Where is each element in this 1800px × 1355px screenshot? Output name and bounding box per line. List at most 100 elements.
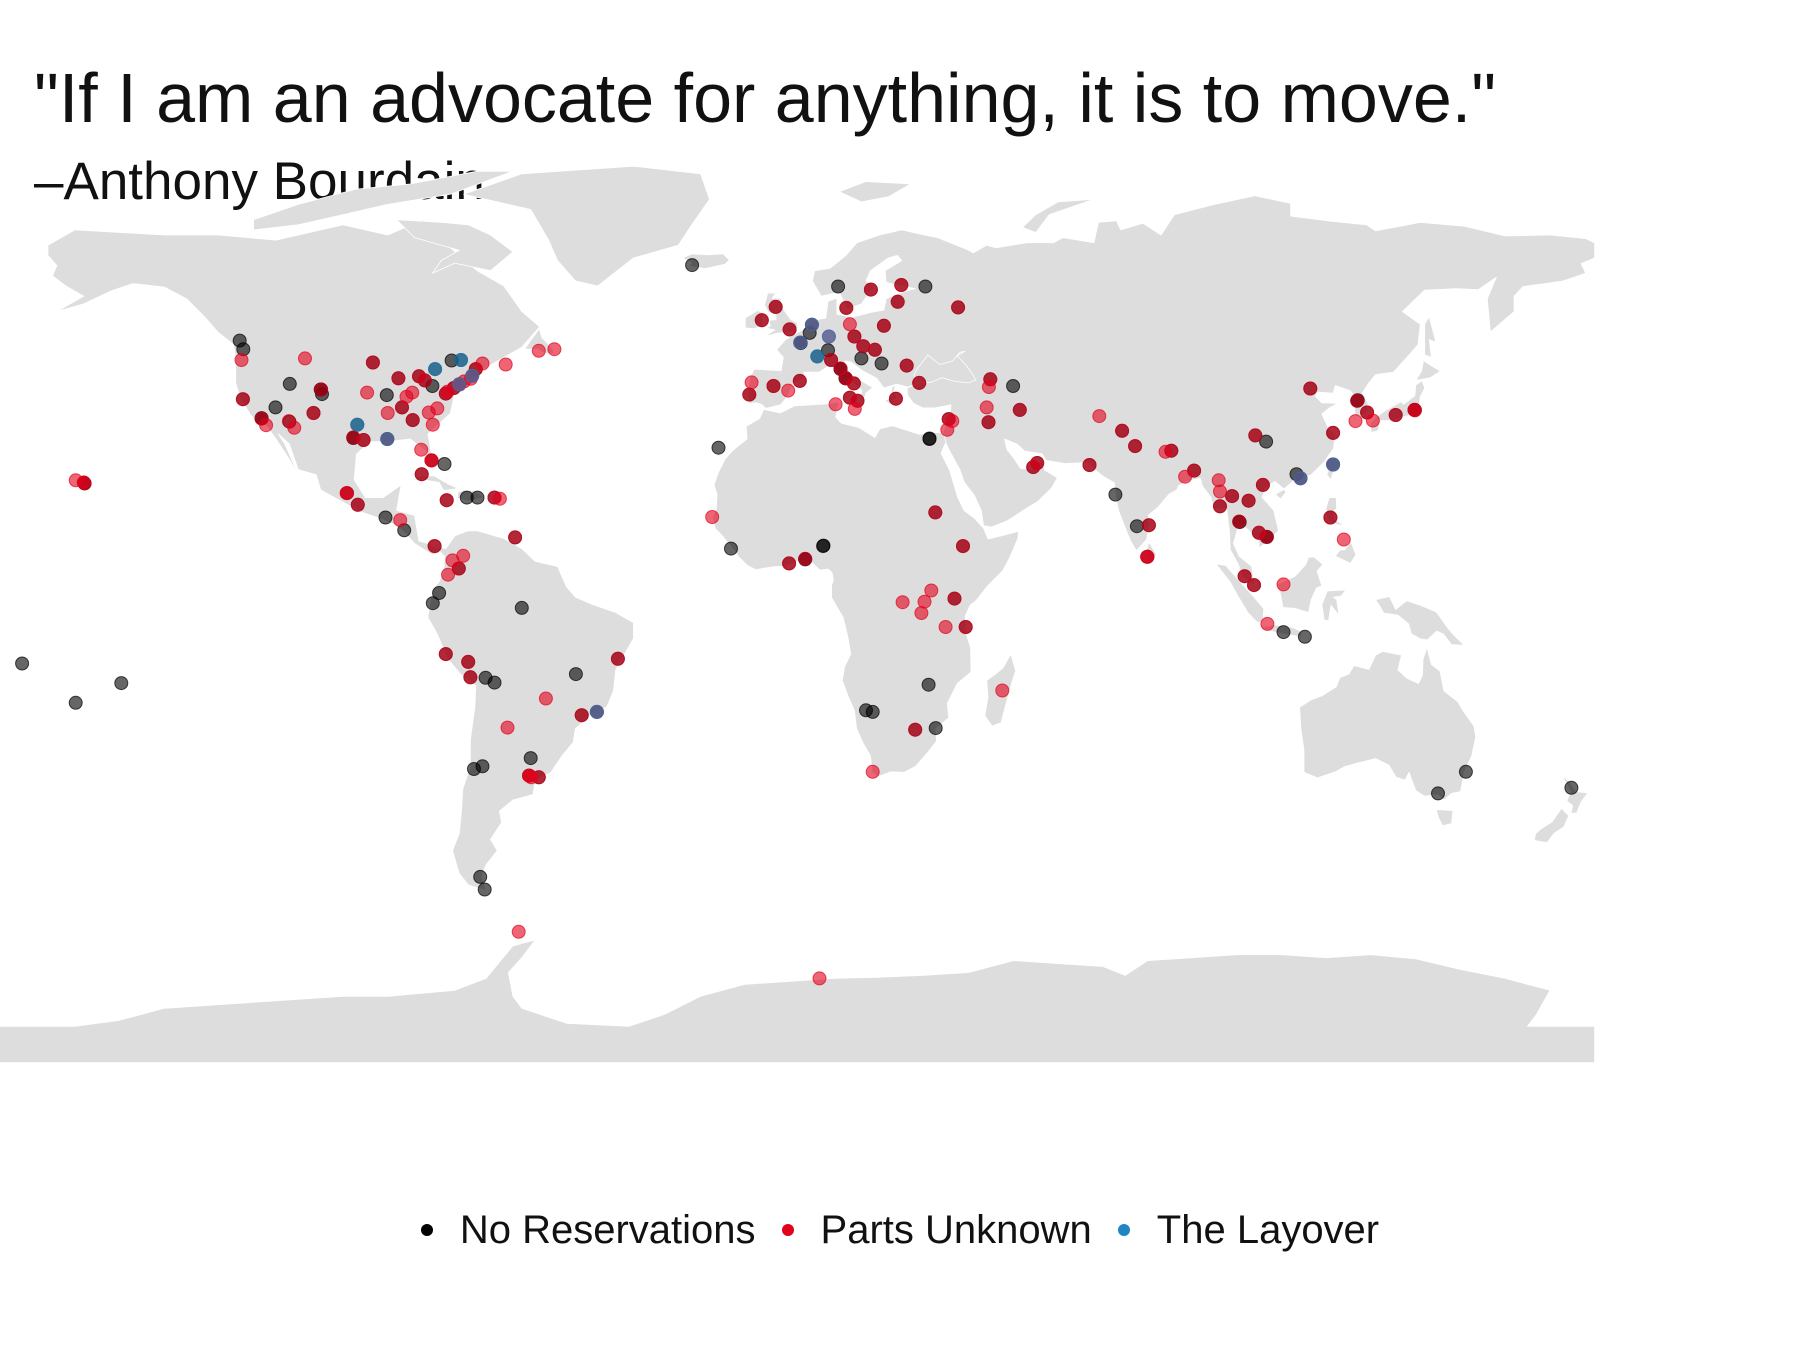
point-no-reservations (928, 721, 943, 736)
point-no-reservations (874, 356, 889, 371)
point-no-reservations (378, 510, 393, 525)
point-the-layover (452, 377, 467, 392)
point-parts-unknown (360, 385, 375, 400)
point-no-reservations (1297, 629, 1312, 644)
point-parts-unknown (894, 278, 909, 292)
point-parts-unknown (981, 415, 996, 430)
point-parts-unknown (1350, 393, 1365, 408)
legend-label: The Layover (1156, 1208, 1380, 1252)
point-no-reservations (854, 351, 869, 366)
point-parts-unknown (1012, 402, 1027, 417)
point-no-reservations (1259, 434, 1274, 449)
point-no-reservations (68, 695, 83, 710)
point-parts-unknown (438, 647, 453, 662)
point-parts-unknown (1326, 425, 1341, 440)
point-parts-unknown (847, 401, 862, 416)
point-parts-unknown (1128, 439, 1143, 454)
point-parts-unknown (574, 708, 589, 723)
point-parts-unknown (356, 433, 371, 447)
point-parts-unknown (917, 594, 932, 609)
landmass-new-guinea (1375, 596, 1465, 646)
point-parts-unknown (1323, 510, 1338, 525)
landmass-australia (1299, 646, 1477, 801)
point-parts-unknown (380, 406, 395, 420)
point-parts-unknown (888, 391, 903, 406)
point-parts-unknown (956, 539, 970, 554)
legend-item-the-layover: The Layover (1117, 1206, 1380, 1254)
point-parts-unknown (424, 453, 439, 468)
point-parts-unknown (427, 539, 442, 554)
point-parts-unknown (405, 385, 420, 400)
point-no-reservations (1006, 379, 1021, 393)
point-parts-unknown (531, 343, 546, 358)
point-no-reservations (232, 333, 247, 348)
point-parts-unknown (498, 357, 513, 372)
legend-label: Parts Unknown (820, 1208, 1092, 1252)
point-parts-unknown (899, 358, 914, 373)
point-parts-unknown (1115, 423, 1130, 438)
point-parts-unknown (812, 971, 827, 986)
landmass-africa (711, 401, 1019, 778)
point-parts-unknown (393, 513, 408, 528)
point-no-reservations (865, 704, 880, 719)
point-parts-unknown (414, 467, 429, 482)
point-no-reservations (568, 667, 583, 682)
point-parts-unknown (365, 355, 380, 370)
point-parts-unknown (742, 387, 757, 402)
point-parts-unknown (951, 300, 966, 315)
point-parts-unknown (298, 351, 312, 366)
point-parts-unknown (856, 339, 871, 354)
point-the-layover (589, 704, 604, 719)
point-parts-unknown (1248, 428, 1263, 443)
point-parts-unknown (461, 654, 476, 669)
landmass-baffin (396, 219, 514, 274)
point-parts-unknown (1141, 518, 1156, 533)
point-the-layover (465, 368, 480, 383)
point-the-layover (821, 329, 836, 344)
landmass-tasmania (1436, 809, 1454, 827)
point-parts-unknown (1241, 493, 1256, 508)
point-parts-unknown (781, 383, 796, 398)
point-parts-unknown (77, 476, 92, 491)
point-parts-unknown (867, 342, 882, 357)
point-parts-unknown (306, 406, 321, 420)
point-parts-unknown (846, 376, 861, 391)
point-parts-unknown (547, 342, 562, 357)
point-no-reservations (1108, 487, 1123, 502)
point-no-reservations (477, 882, 492, 897)
point-parts-unknown (475, 356, 490, 371)
point-parts-unknown (995, 683, 1010, 698)
legend-item-no-reservations: No Reservations (420, 1206, 756, 1254)
point-parts-unknown (824, 353, 839, 367)
point-no-reservations (268, 400, 283, 415)
point-parts-unknown (947, 591, 962, 606)
landmass-antarctica (0, 939, 1595, 1064)
point-parts-unknown (847, 329, 862, 344)
point-parts-unknown (782, 322, 797, 337)
point-parts-unknown (938, 620, 953, 634)
point-parts-unknown (1360, 405, 1375, 420)
point-parts-unknown (1251, 525, 1266, 540)
point-parts-unknown (1213, 484, 1227, 499)
point-parts-unknown (928, 505, 943, 520)
point-parts-unknown (798, 551, 813, 566)
point-parts-unknown (492, 491, 507, 506)
point-the-layover (380, 432, 395, 446)
landmass-svalbard (838, 181, 912, 203)
point-no-reservations (816, 539, 831, 554)
point-parts-unknown (766, 379, 781, 393)
landmass-greenland (463, 165, 710, 287)
point-no-reservations (437, 457, 452, 471)
point-parts-unknown (439, 493, 454, 508)
point-no-reservations (1129, 519, 1144, 534)
point-no-reservations (487, 675, 502, 690)
point-parts-unknown (1348, 414, 1363, 429)
point-parts-unknown (912, 375, 927, 390)
point-parts-unknown (1388, 408, 1403, 422)
point-parts-unknown (792, 373, 807, 388)
point-parts-unknown (254, 411, 269, 426)
point-parts-unknown (405, 413, 420, 428)
point-parts-unknown (1303, 381, 1318, 396)
page-title: "If I am an advocate for anything, it is… (34, 59, 1497, 137)
